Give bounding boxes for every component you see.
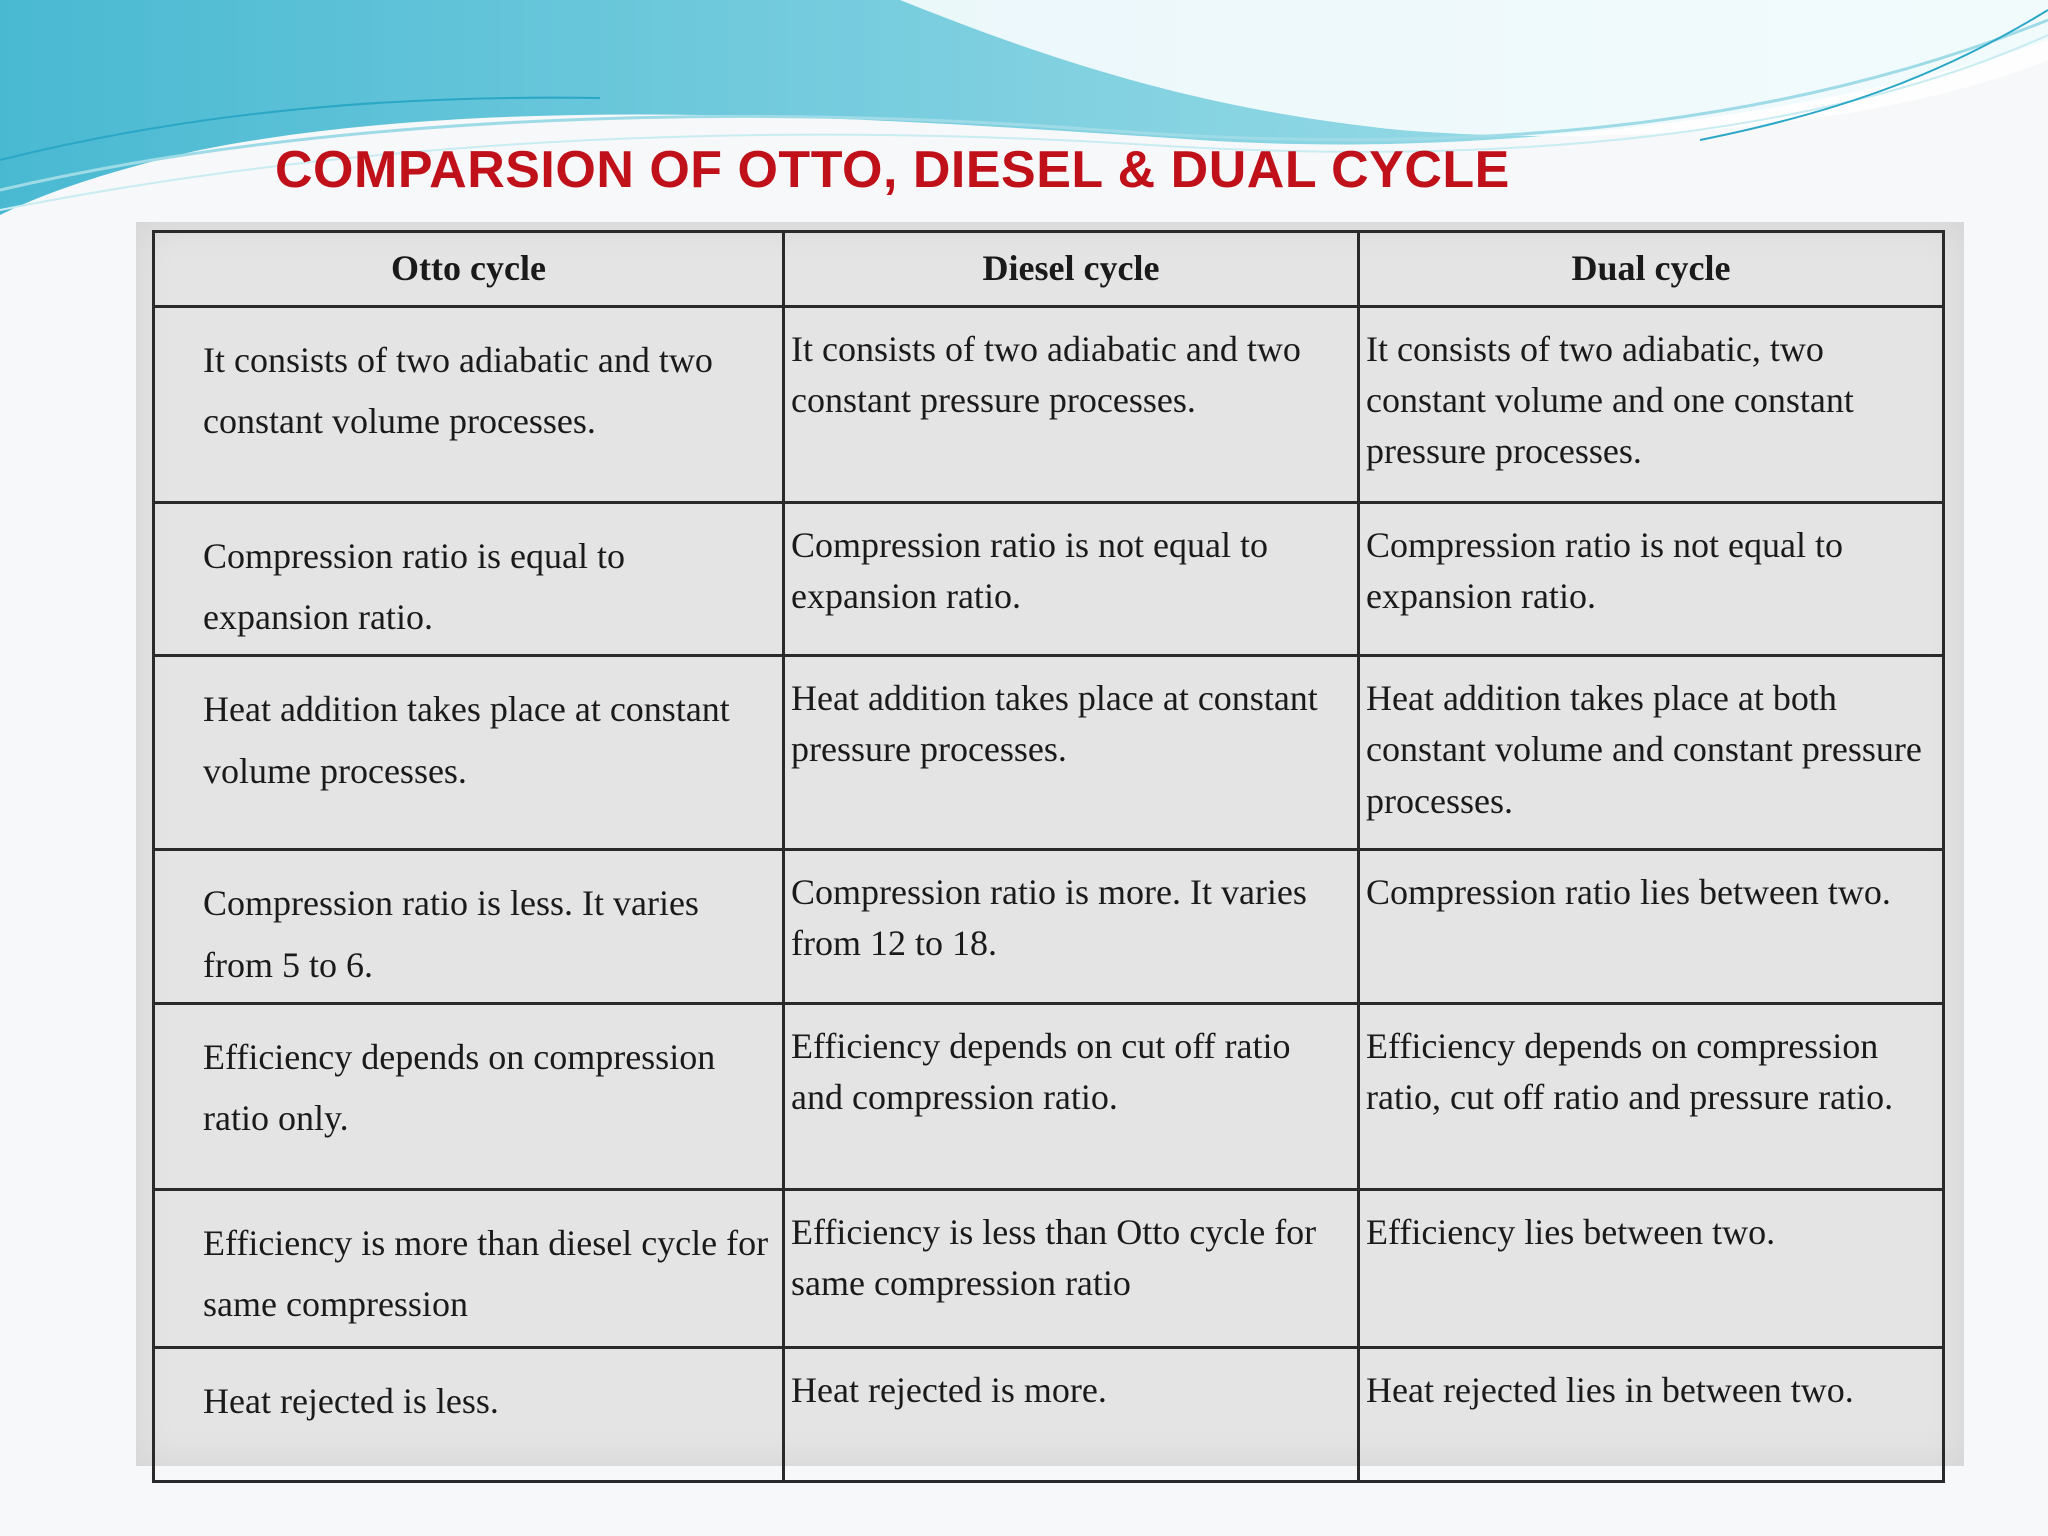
otto-text: Heat addition takes place at constant vo…	[203, 689, 730, 791]
comparison-table: Otto cycle Diesel cycle Dual cycle 1.It …	[152, 230, 1945, 1483]
diesel-cell: Compression ratio is more. It varies fro…	[782, 848, 1360, 1005]
otto-text: It consists of two adiabatic and two con…	[203, 340, 713, 442]
table-row: 7.Heat rejected is less. Heat rejected i…	[152, 1345, 1945, 1483]
dual-cell: Compression ratio is not equal to expans…	[1357, 500, 1945, 658]
row-number: 5.	[163, 1027, 203, 1088]
table-row: 3.Heat addition takes place at constant …	[152, 654, 1945, 852]
table-header-row: Otto cycle Diesel cycle Dual cycle	[152, 230, 1945, 308]
row-number: 2.	[163, 526, 203, 587]
dual-cell: Efficiency lies between two.	[1357, 1187, 1945, 1349]
table-row: 6.Efficiency is more than diesel cycle f…	[152, 1187, 1945, 1349]
row-number: 4.	[163, 873, 203, 934]
diesel-cell: Efficiency depends on cut off ratio and …	[782, 1001, 1360, 1191]
table-row: 2.Compression ratio is equal to expansio…	[152, 500, 1945, 658]
diesel-cell: Efficiency is less than Otto cycle for s…	[782, 1187, 1360, 1349]
otto-text: Heat rejected is less.	[203, 1380, 499, 1421]
otto-cell: 5.Efficiency depends on compression rati…	[152, 1001, 785, 1191]
header-otto: Otto cycle	[152, 230, 785, 308]
otto-text: Efficiency depends on compression ratio …	[203, 1036, 716, 1138]
otto-text: Compression ratio is less. It varies fro…	[203, 883, 699, 985]
otto-cell: 1.It consists of two adiabatic and two c…	[152, 305, 785, 504]
otto-text: Compression ratio is equal to expansion …	[203, 536, 625, 638]
table-row: 5.Efficiency depends on compression rati…	[152, 1001, 1945, 1191]
comparison-table-scan: Otto cycle Diesel cycle Dual cycle 1.It …	[136, 222, 1964, 1483]
otto-cell: 7.Heat rejected is less.	[152, 1345, 785, 1483]
otto-cell: 3.Heat addition takes place at constant …	[152, 654, 785, 852]
dual-cell: Heat rejected lies in between two.	[1357, 1345, 1945, 1483]
row-number: 3.	[163, 679, 203, 740]
otto-cell: 6.Efficiency is more than diesel cycle f…	[152, 1187, 785, 1349]
otto-cell: 4.Compression ratio is less. It varies f…	[152, 848, 785, 1005]
otto-text: Efficiency is more than diesel cycle for…	[203, 1222, 769, 1324]
header-dual: Dual cycle	[1357, 230, 1945, 308]
dual-cell: Heat addition takes place at both consta…	[1357, 654, 1945, 852]
header-diesel: Diesel cycle	[782, 230, 1360, 308]
dual-cell: It consists of two adiabatic, two consta…	[1357, 305, 1945, 504]
row-number: 1.	[163, 330, 203, 391]
dual-cell: Compression ratio lies between two.	[1357, 848, 1945, 1005]
slide-title: COMPARSION OF OTTO, DIESEL & DUAL CYCLE	[275, 141, 1510, 199]
otto-cell: 2.Compression ratio is equal to expansio…	[152, 500, 785, 658]
header-wave-decoration	[0, 0, 2048, 215]
row-number: 7.	[163, 1371, 203, 1432]
diesel-cell: Heat addition takes place at constant pr…	[782, 654, 1360, 852]
dual-cell: Efficiency depends on compression ratio,…	[1357, 1001, 1945, 1191]
diesel-cell: Compression ratio is not equal to expans…	[782, 500, 1360, 658]
row-number: 6.	[163, 1213, 203, 1274]
table-row: 1.It consists of two adiabatic and two c…	[152, 305, 1945, 504]
diesel-cell: Heat rejected is more.	[782, 1345, 1360, 1483]
table-row: 4.Compression ratio is less. It varies f…	[152, 848, 1945, 1005]
diesel-cell: It consists of two adiabatic and two con…	[782, 305, 1360, 504]
